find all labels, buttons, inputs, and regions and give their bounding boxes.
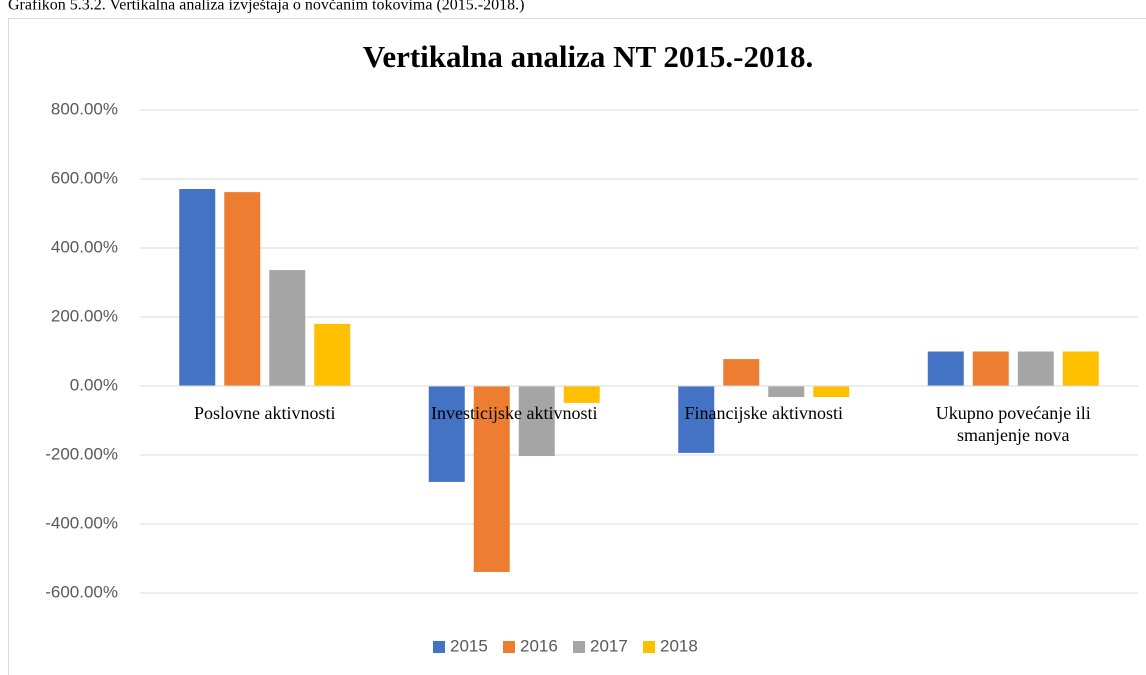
x-tick-label: Poslovne aktivnosti <box>193 403 336 423</box>
x-tick-label: Ukupno povećanje ili smanjenje nova <box>935 403 1091 445</box>
y-tick-label: 200.00% <box>51 306 118 325</box>
legend-label: 2017 <box>590 636 628 655</box>
bar <box>927 351 964 386</box>
legend-swatch <box>503 641 515 653</box>
x-tick-label: Financijske aktivnosti <box>684 403 843 423</box>
y-tick-label: 600.00% <box>51 168 118 187</box>
bar <box>1017 351 1054 386</box>
y-tick-label: 800.00% <box>51 99 118 118</box>
x-tick-label: Investicijske aktivnosti <box>431 403 598 423</box>
bar <box>314 323 351 386</box>
bar <box>473 386 510 572</box>
bar <box>563 386 600 403</box>
bar <box>678 386 715 453</box>
legend-swatch <box>573 641 585 653</box>
bar <box>518 386 555 457</box>
x-tick-label-box: Poslovne aktivnosti <box>193 403 336 423</box>
y-tick-label: -400.00% <box>45 513 118 532</box>
bar <box>972 351 1009 386</box>
bar <box>723 359 760 386</box>
bar <box>428 386 465 482</box>
chart-border <box>8 18 1146 675</box>
x-tick-label-box: Investicijske aktivnosti <box>431 403 598 423</box>
caption: Grafikon 5.3.2. Vertikalna analiza izvje… <box>8 0 524 14</box>
legend-swatch <box>643 641 655 653</box>
legend-label: 2018 <box>660 636 698 655</box>
y-tick-label: 400.00% <box>51 237 118 256</box>
legend-label: 2016 <box>520 636 558 655</box>
chart-title: Vertikalna analiza NT 2015.-2018. <box>363 39 813 74</box>
bar <box>768 386 805 398</box>
bar <box>813 386 850 398</box>
y-tick-label: -200.00% <box>45 444 118 463</box>
legend-swatch <box>433 641 445 653</box>
x-tick-label-box: Financijske aktivnosti <box>684 403 843 423</box>
y-tick-label: 0.00% <box>70 375 118 394</box>
y-tick-label: -600.00% <box>45 582 118 601</box>
bar <box>224 192 261 386</box>
bar <box>179 189 216 386</box>
bar <box>1062 351 1099 386</box>
legend-label: 2015 <box>450 636 488 655</box>
bar <box>269 270 306 386</box>
x-tick-label-box: Ukupno povećanje ili smanjenje nova <box>935 403 1091 445</box>
